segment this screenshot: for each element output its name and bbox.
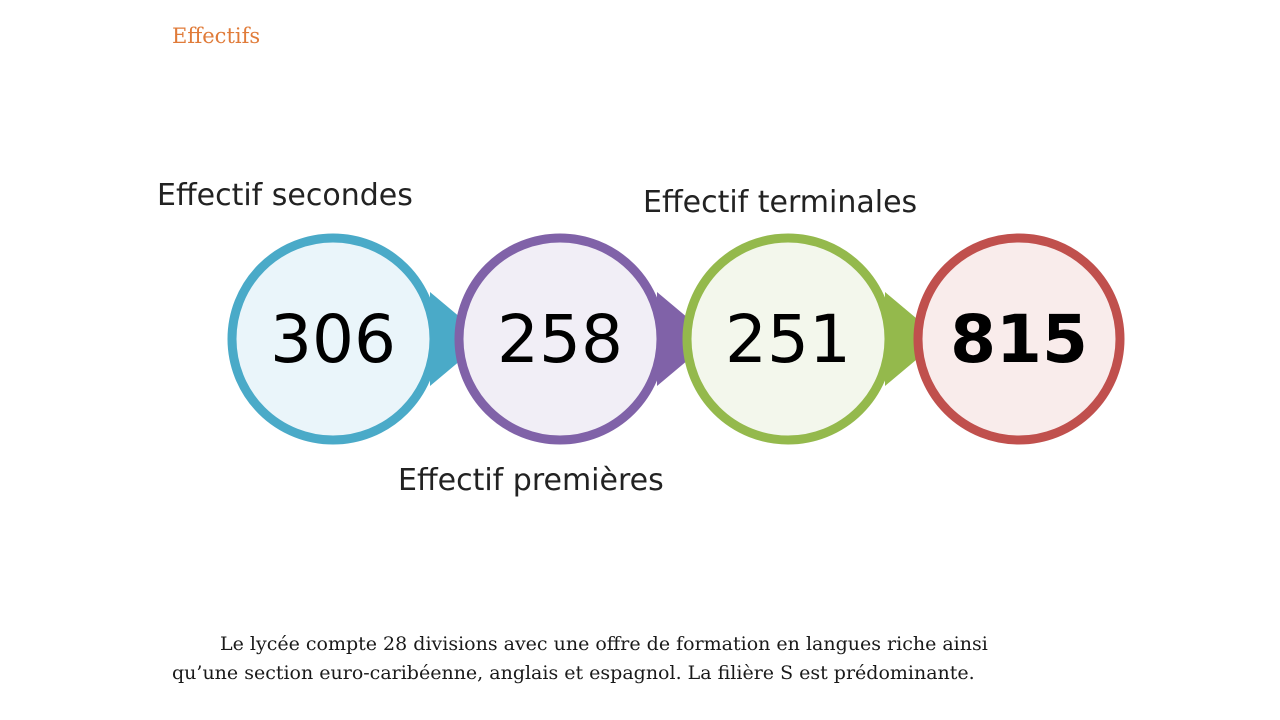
description-paragraph: Le lycée compte 28 divisions avec une of… [172, 630, 1152, 688]
value-secondes: 306 [270, 301, 396, 378]
section-title: Effectifs [172, 24, 261, 48]
label-terminales: Effectif terminales [643, 185, 918, 220]
circle-secondes: 306 [227, 233, 486, 445]
value-total: 815 [950, 301, 1088, 378]
value-premieres: 258 [497, 301, 623, 378]
circle-terminales: 251 [682, 233, 941, 445]
circle-premieres: 258 [454, 233, 713, 445]
paragraph-line-1: Le lycée compte 28 divisions avec une of… [220, 633, 988, 655]
label-secondes: Effectif secondes [157, 178, 413, 213]
value-terminales: 251 [725, 301, 851, 378]
circle-total: 815 [913, 233, 1125, 445]
label-premieres: Effectif premières [398, 463, 664, 498]
paragraph-line-2: qu’une section euro-caribéenne, anglais … [172, 662, 975, 684]
